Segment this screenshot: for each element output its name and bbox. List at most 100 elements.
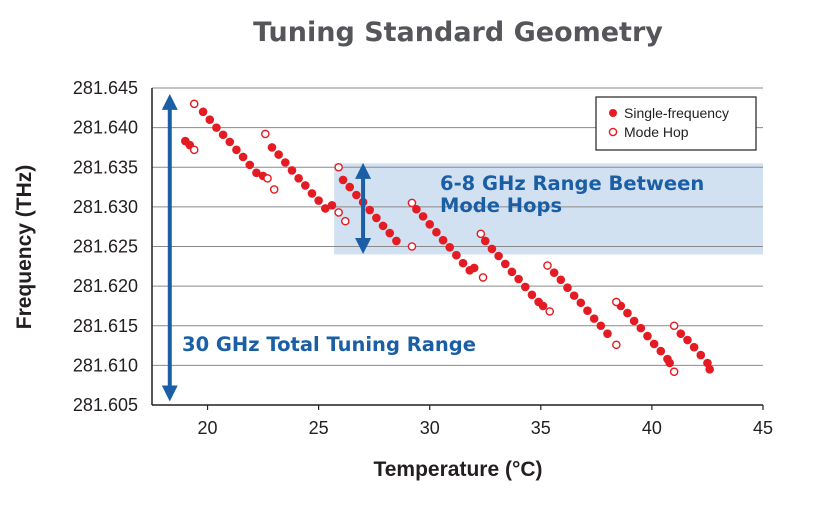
mode-hop-point — [263, 174, 272, 183]
mode-hop-point — [669, 367, 679, 377]
single-frequency-point — [538, 301, 548, 311]
x-tick-labels: 20 25 30 35 40 45 — [198, 418, 773, 438]
single-frequency-point — [352, 190, 361, 200]
legend-label-mode-hop: Mode Hop — [624, 124, 689, 140]
single-frequency-point — [629, 316, 639, 326]
single-frequency-point — [520, 282, 530, 292]
single-frequency-point — [527, 290, 537, 300]
y-tick-label: 281.615 — [73, 316, 138, 336]
single-frequency-point — [198, 107, 208, 117]
single-frequency-point — [314, 196, 323, 205]
y-tick-label: 281.630 — [73, 197, 138, 217]
legend: Single-frequency Mode Hop — [595, 96, 757, 151]
data-points — [181, 99, 714, 377]
single-frequency-point — [301, 181, 310, 190]
single-frequency-point — [438, 235, 448, 245]
single-frequency-point — [636, 323, 646, 333]
single-frequency-point — [294, 174, 303, 183]
axes — [151, 88, 764, 410]
y-tick-label: 281.610 — [73, 355, 138, 375]
mode-hop-point — [543, 261, 552, 270]
single-frequency-point — [683, 335, 692, 345]
mode-hop-point — [340, 216, 350, 226]
x-tick-label: 30 — [420, 418, 440, 438]
single-frequency-point — [218, 130, 228, 140]
single-frequency-point — [327, 200, 337, 210]
single-frequency-point — [232, 145, 241, 155]
single-frequency-point — [432, 227, 441, 237]
y-tick-label: 281.635 — [73, 157, 138, 177]
mode-hop-point — [334, 162, 343, 172]
mode-hop-point — [612, 297, 621, 307]
single-frequency-point — [412, 204, 421, 214]
y-tick-label: 281.645 — [73, 78, 138, 98]
y-tick-label: 281.605 — [73, 395, 138, 415]
single-frequency-point — [549, 268, 559, 277]
mode-hop-point — [189, 145, 199, 155]
x-tick-label: 20 — [198, 418, 218, 438]
single-frequency-point — [452, 250, 461, 260]
single-frequency-point — [287, 166, 297, 175]
y-tick-label: 281.640 — [73, 118, 138, 138]
single-frequency-point — [392, 236, 401, 246]
mode-hop-point — [478, 273, 488, 282]
single-frequency-point — [494, 251, 503, 261]
single-frequency-point — [307, 189, 317, 198]
mode-hop-point — [334, 208, 343, 217]
single-frequency-point — [345, 182, 355, 192]
single-frequency-point — [576, 298, 586, 308]
single-frequency-point — [267, 143, 277, 152]
single-frequency-point — [649, 339, 659, 349]
single-frequency-point — [212, 123, 221, 132]
single-frequency-point — [596, 321, 606, 331]
single-frequency-point — [205, 115, 215, 124]
single-frequency-point — [665, 358, 674, 368]
single-frequency-point — [378, 221, 388, 231]
x-tick-label: 35 — [531, 418, 551, 438]
y-tick-label: 281.625 — [73, 237, 138, 257]
shaded-region-group — [334, 163, 763, 255]
mode-hop-point — [269, 185, 279, 194]
mode-hop-point — [669, 321, 679, 331]
y-axis-title: Frequency (THz) — [13, 165, 36, 330]
single-frequency-point — [556, 275, 566, 285]
mode-hop-point — [612, 340, 621, 350]
mode-hop-point — [261, 129, 270, 139]
single-frequency-point — [321, 204, 330, 213]
chart-title: Tuning Standard Geometry — [253, 17, 663, 48]
single-frequency-point — [425, 220, 435, 229]
x-tick-label: 25 — [309, 418, 329, 438]
x-axis-title: Temperature (°C) — [373, 458, 542, 481]
shaded-range-region — [334, 163, 763, 255]
mode-hop-point — [407, 198, 417, 208]
single-frequency-point — [563, 283, 572, 293]
annotation-mode-hop-range-line2: Mode Hops — [440, 194, 562, 217]
legend-marker-single-frequency — [609, 109, 617, 117]
single-frequency-point — [643, 331, 652, 341]
single-frequency-point — [480, 236, 490, 246]
single-frequency-point — [487, 244, 497, 254]
single-frequency-point — [583, 306, 592, 315]
single-frequency-point — [274, 150, 283, 159]
single-frequency-point — [245, 160, 255, 170]
single-frequency-point — [656, 346, 666, 356]
single-frequency-point — [252, 168, 261, 178]
annotation-mode-hop-range-line1: 6-8 GHz Range Between — [440, 172, 704, 195]
single-frequency-point — [676, 329, 686, 338]
single-frequency-point — [514, 274, 523, 284]
single-frequency-point — [372, 213, 381, 223]
mode-hop-point — [189, 99, 199, 109]
mode-hop-point — [476, 229, 486, 239]
y-tick-labels: 281.605 281.610 281.615 281.620 281.625 281.6… — [73, 78, 138, 415]
legend-label-single-frequency: Single-frequency — [624, 105, 729, 121]
single-frequency-point — [238, 152, 248, 162]
single-frequency-point — [705, 365, 714, 374]
single-frequency-point — [569, 291, 579, 300]
single-frequency-point — [338, 175, 348, 185]
legend-box — [595, 96, 757, 151]
single-frequency-point — [500, 259, 510, 269]
mode-hop-point — [545, 307, 555, 316]
x-tick-label: 45 — [753, 418, 773, 438]
single-frequency-point — [365, 205, 375, 215]
